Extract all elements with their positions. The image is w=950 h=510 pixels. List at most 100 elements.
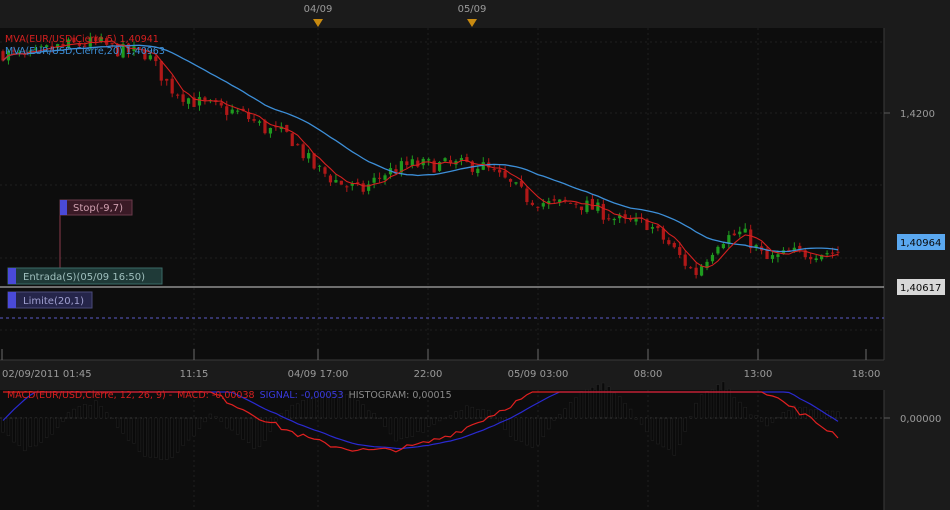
histogram-bar xyxy=(749,414,753,419)
candle xyxy=(323,167,327,174)
histogram-bar xyxy=(683,417,687,432)
entry-price-box[interactable] xyxy=(897,279,945,295)
histogram-bar xyxy=(738,401,742,419)
histogram-bar xyxy=(339,392,343,419)
entry-order-handle[interactable] xyxy=(8,268,16,284)
histogram-bar xyxy=(301,400,305,419)
histogram-bar xyxy=(525,417,529,446)
histogram-bar xyxy=(225,417,229,429)
stop-order-handle[interactable] xyxy=(60,200,67,215)
macd-plot-area[interactable] xyxy=(0,390,884,510)
candle xyxy=(574,203,578,205)
candle xyxy=(623,214,627,219)
histogram-bar xyxy=(754,415,758,419)
histogram-bar xyxy=(116,417,120,428)
limit-order-handle[interactable] xyxy=(8,292,16,308)
histogram-bar xyxy=(6,417,11,436)
x-tick-label: 11:15 xyxy=(180,369,209,380)
candle xyxy=(301,144,305,159)
candle xyxy=(165,78,169,81)
histogram-bar xyxy=(312,398,316,419)
candle xyxy=(514,182,518,184)
candle xyxy=(246,112,251,120)
histogram-bar xyxy=(12,417,16,443)
histogram-bar xyxy=(465,405,469,419)
histogram-bar xyxy=(678,417,682,445)
candle xyxy=(694,267,698,275)
ma20-line xyxy=(2,44,839,253)
candle xyxy=(836,251,840,253)
histogram-bar xyxy=(596,384,600,419)
histogram-bar xyxy=(443,417,447,420)
stop-order-label: Stop(-9,7) xyxy=(73,203,123,214)
histogram-bar xyxy=(88,405,92,419)
histogram-bar xyxy=(241,417,245,440)
histogram-bar xyxy=(710,389,715,419)
candle xyxy=(17,51,21,53)
price-plot-area[interactable] xyxy=(0,28,884,360)
candle xyxy=(339,180,343,185)
histogram-bar xyxy=(263,417,267,441)
histogram-bar xyxy=(558,414,562,419)
candle xyxy=(656,225,660,229)
candle xyxy=(55,44,60,49)
x-tick-label: 04/09 17:00 xyxy=(288,369,349,380)
candle xyxy=(345,186,349,188)
x-tick-label: 18:00 xyxy=(852,369,881,380)
candle xyxy=(830,252,835,254)
histogram-bar xyxy=(290,404,294,419)
histogram-bar xyxy=(612,392,616,419)
candle xyxy=(721,244,725,249)
histogram-bar xyxy=(94,400,98,419)
histogram-bar xyxy=(432,417,436,425)
candle xyxy=(650,227,655,229)
histogram-bar xyxy=(377,417,382,420)
candle xyxy=(296,144,300,146)
current-price-box[interactable] xyxy=(897,234,945,250)
candle xyxy=(465,157,469,162)
histogram-bar xyxy=(219,417,223,422)
histogram-bar xyxy=(154,417,158,458)
candle xyxy=(257,121,262,123)
histogram-bar xyxy=(394,417,398,442)
histogram-bar xyxy=(536,417,540,446)
histogram-bar xyxy=(296,403,300,419)
candle xyxy=(230,109,234,114)
candle xyxy=(503,170,507,178)
date-marker-icon[interactable] xyxy=(467,19,477,27)
histogram-bar xyxy=(732,397,736,419)
candle xyxy=(61,44,65,46)
candle xyxy=(116,43,120,57)
candle xyxy=(536,206,540,208)
histogram-bar xyxy=(307,397,311,419)
histogram-bar xyxy=(487,409,491,419)
x-tick-label: 02/09/2011 01:45 xyxy=(2,369,92,380)
candle xyxy=(148,55,152,60)
histogram-bar xyxy=(367,410,371,419)
histogram-bar xyxy=(618,396,622,419)
histogram-bar xyxy=(519,417,524,442)
histogram-bar xyxy=(650,417,655,441)
histogram-bar xyxy=(585,389,589,419)
candle xyxy=(618,215,622,219)
ma5-line xyxy=(2,40,839,268)
histogram-bar xyxy=(667,417,671,450)
histogram-bar xyxy=(705,391,709,419)
histogram-bar xyxy=(809,409,813,419)
candle xyxy=(356,182,360,184)
histogram-bar xyxy=(672,417,676,456)
histogram-bar xyxy=(66,412,71,419)
candle xyxy=(607,218,611,220)
histogram-value: HISTOGRAM: 0,00015 xyxy=(349,390,452,401)
histogram-bar xyxy=(159,417,163,460)
candle xyxy=(137,47,142,49)
histogram-bar xyxy=(132,417,136,444)
candle xyxy=(770,255,775,259)
histogram-bar xyxy=(285,410,289,419)
date-marker-icon[interactable] xyxy=(313,19,323,27)
ma20-legend: MVA(EUR/USD,Cierre,20) 1,40963 xyxy=(5,46,165,57)
candle xyxy=(268,128,273,134)
histogram-bar xyxy=(143,417,147,457)
